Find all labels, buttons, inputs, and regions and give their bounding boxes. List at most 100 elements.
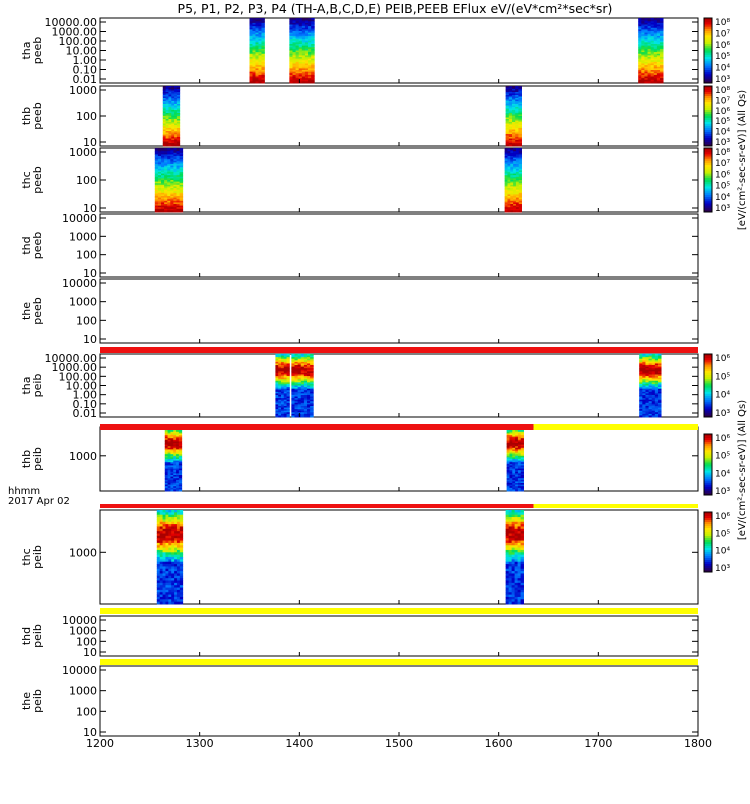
heatmap-cell [644, 40, 648, 43]
heatmap-cell [164, 473, 168, 476]
heatmap-cell [164, 443, 168, 445]
heatmap-cell [648, 383, 653, 386]
heatmap-cell [311, 79, 315, 82]
heatmap-cell [648, 358, 653, 361]
heatmap-cell [159, 557, 163, 560]
heatmap-cell [307, 410, 311, 413]
heatmap-cell [164, 188, 168, 190]
heatmap-cell [657, 371, 662, 374]
heatmap-cell [171, 99, 175, 102]
heatmap-cell [638, 34, 642, 37]
heatmap-cell [261, 61, 265, 64]
heatmap-cell [657, 409, 662, 412]
heatmap-cell [167, 208, 171, 211]
heatmap-cell [644, 66, 648, 69]
heatmap-cell [164, 200, 168, 203]
heatmap-cell [517, 444, 522, 447]
heatmap-cell [311, 47, 315, 50]
heatmap-cell [508, 545, 513, 548]
heatmap-cell [651, 376, 656, 379]
heatmap-cell [310, 393, 314, 396]
heatmap-cell [278, 385, 282, 388]
heatmap-cell [297, 393, 302, 396]
heatmap-cell [174, 582, 178, 586]
heatmap-cell [654, 376, 659, 379]
heatmap-cell [162, 126, 167, 129]
heatmap-cell [508, 104, 513, 106]
heatmap-cell [511, 561, 516, 565]
heatmap-cell [283, 390, 287, 393]
heatmap-cell [179, 540, 184, 544]
heatmap-cell [504, 176, 508, 179]
heatmap-cell [648, 379, 653, 382]
heatmap-cell [156, 545, 161, 548]
heatmap-cell [167, 160, 171, 163]
heatmap-cell [252, 19, 256, 22]
heatmap-cell [173, 449, 177, 452]
heatmap-cell [651, 407, 656, 410]
heatmap-cell [507, 192, 511, 195]
heatmap-cell [165, 585, 169, 588]
heatmap-cell [512, 111, 516, 114]
heatmap-cell [512, 444, 516, 447]
heatmap-cell [176, 140, 181, 142]
heatmap-cell [506, 435, 510, 437]
heatmap-cell [644, 78, 648, 81]
heatmap-cell [280, 366, 285, 369]
heatmap-cell [164, 441, 168, 444]
heatmap-cell [518, 95, 522, 97]
heatmap-cell [176, 447, 180, 450]
heatmap-cell [173, 465, 177, 468]
heatmap-cell [505, 138, 510, 141]
heatmap-cell [280, 398, 285, 401]
panel-tha_peeb: 10000.001000.00100.0010.001.000.100.01th… [20, 16, 699, 86]
heatmap-cell [515, 484, 519, 487]
heatmap-cell [258, 37, 262, 40]
heatmap-cell [178, 455, 183, 458]
heatmap-cell [176, 123, 181, 126]
heatmap-cell [303, 415, 308, 418]
heatmap-cell [647, 68, 652, 71]
heatmap-cell [520, 514, 524, 518]
heatmap-cell [168, 128, 172, 130]
heatmap-cell [308, 34, 312, 37]
heatmap-cell [520, 599, 524, 603]
heatmap-cell [307, 380, 311, 383]
heatmap-cell [301, 45, 306, 48]
colorbar-frame [703, 511, 713, 573]
heatmap-cell [505, 101, 510, 103]
heatmap-cell [173, 438, 177, 441]
heatmap-cell [294, 363, 299, 366]
heatmap-cell [167, 173, 171, 176]
heatmap-cell [178, 460, 183, 463]
ytick-label: 10 [83, 136, 97, 149]
heatmap-cell [641, 27, 645, 30]
panel-ylabel-product: peib [31, 447, 44, 471]
heatmap-cell [252, 40, 256, 43]
colorbar-tick-label: 10⁶ [715, 170, 730, 180]
heatmap-cell [301, 19, 306, 22]
heatmap-cell [157, 178, 162, 181]
heatmap-cell [249, 18, 253, 21]
heatmap-cell [154, 194, 159, 197]
heatmap-cell [258, 65, 262, 68]
colorbar-cell [704, 482, 712, 486]
heatmap-cell [278, 354, 282, 356]
heatmap-cell [653, 81, 658, 84]
heatmap-cell [167, 157, 171, 160]
colorbar-frame [703, 147, 713, 213]
heatmap-cell [505, 554, 510, 558]
heatmap-cell [167, 175, 171, 178]
heatmap-cell [165, 535, 169, 539]
heatmap-cell [645, 415, 649, 418]
heatmap-cell [506, 441, 510, 444]
heatmap-cell [173, 172, 177, 174]
heatmap-cell [657, 413, 662, 416]
heatmap-cell [278, 415, 282, 418]
heatmap-cell [278, 380, 282, 383]
heatmap-cell [255, 79, 259, 82]
heatmap-cell [657, 415, 662, 418]
heatmap-cell [176, 452, 180, 455]
heatmap-cell [510, 159, 514, 162]
heatmap-cell [298, 47, 303, 50]
